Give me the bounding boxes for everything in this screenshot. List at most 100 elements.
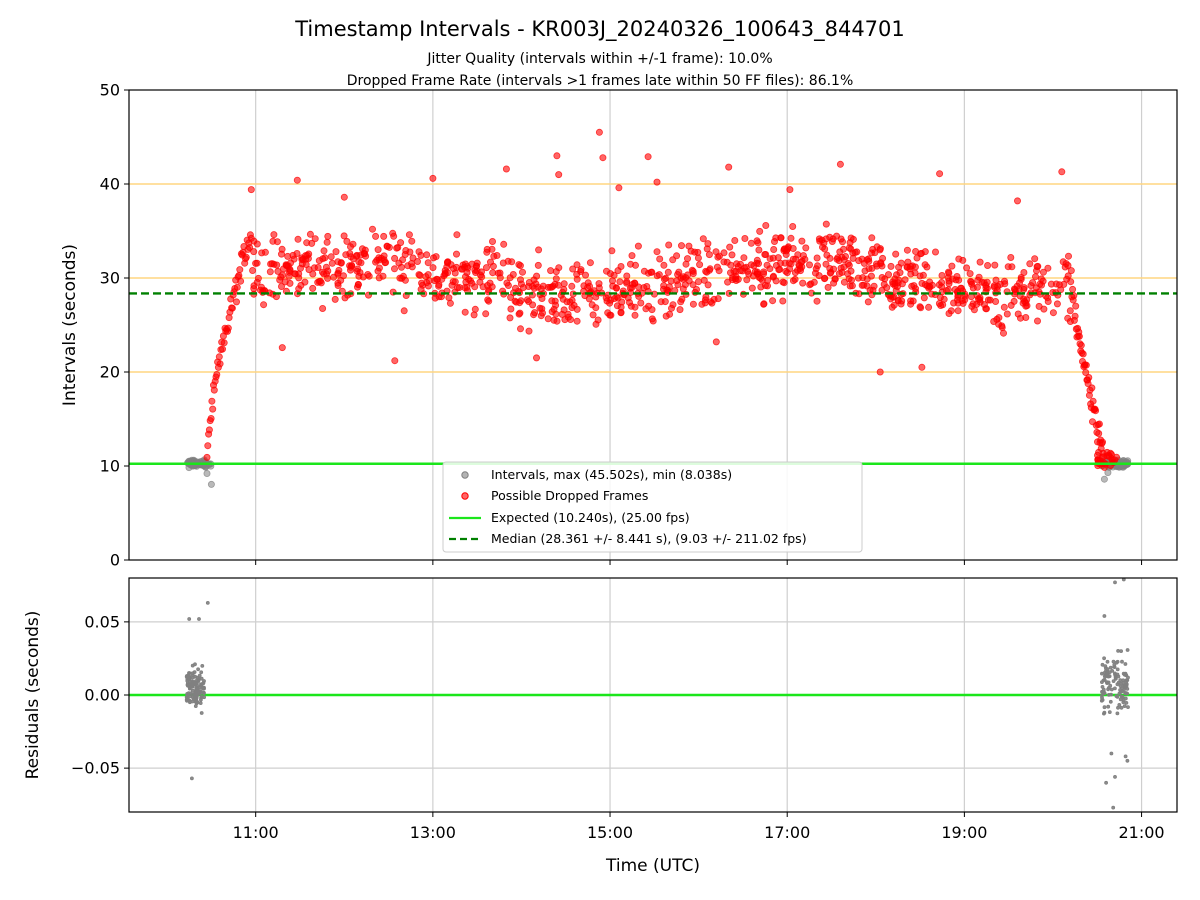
residual-point-1560 <box>1115 711 1120 716</box>
residual-point-1405 <box>190 663 195 668</box>
residual-point-1563 <box>1121 688 1126 692</box>
dropped-point-644 <box>323 238 331 246</box>
dropped-point-1329 <box>595 128 603 136</box>
dropped-point-806 <box>747 261 755 269</box>
residual-point-1545 <box>1100 662 1105 667</box>
dropped-point-1219 <box>702 293 710 301</box>
residual-point-1467 <box>190 699 195 704</box>
dropped-point-563 <box>1026 260 1034 268</box>
dropped-point-1004 <box>445 294 453 302</box>
dropped-point-1159 <box>1020 268 1028 276</box>
residual-point-1568 <box>1123 685 1128 690</box>
dropped-point-1248 <box>419 281 427 289</box>
dropped-point-1228 <box>397 263 405 271</box>
dropped-point-1175 <box>958 297 966 305</box>
dropped-point-384 <box>984 261 992 269</box>
dropped-point-848 <box>314 263 322 271</box>
residual-point-1439 <box>185 683 190 687</box>
dropped-point-987 <box>253 278 261 286</box>
dropped-point-1024 <box>813 297 821 305</box>
dropped-point-622 <box>920 294 928 302</box>
dropped-point-1086 <box>764 282 772 290</box>
dropped-point-857 <box>632 261 640 269</box>
residual-point-1446 <box>194 695 199 699</box>
dropped-point-1108 <box>880 280 888 288</box>
dropped-point-829 <box>983 305 991 313</box>
dropped-point-1013 <box>432 253 440 261</box>
dropped-point-150 <box>208 397 216 405</box>
residual-point-1578 <box>1108 699 1113 704</box>
residual-point-1574 <box>1124 691 1129 696</box>
dropped-point-1344 <box>340 193 348 201</box>
dropped-point-1180 <box>844 270 852 278</box>
dropped-point-1199 <box>1007 301 1015 309</box>
dropped-point-998 <box>1027 282 1035 290</box>
dropped-point-882 <box>678 242 686 250</box>
dropped-point-815 <box>390 265 398 273</box>
residual-point-1551 <box>1107 710 1112 714</box>
residual-point-1576 <box>1109 692 1113 697</box>
dropped-point-1257 <box>1072 302 1080 310</box>
dropped-point-1167 <box>413 257 421 265</box>
dropped-point-390 <box>560 280 568 288</box>
dropped-point-936 <box>506 274 514 282</box>
dropped-point-1143 <box>662 274 670 282</box>
residuals-points <box>184 577 1130 810</box>
dropped-point-628 <box>932 248 940 256</box>
dropped-point-1051 <box>409 254 417 262</box>
dropped-point-218 <box>470 311 478 319</box>
dropped-point-1049 <box>648 315 656 323</box>
dropped-point-773 <box>891 279 899 287</box>
dropped-point-748 <box>748 284 756 292</box>
dropped-point-937 <box>700 276 708 284</box>
dropped-point-1064 <box>757 274 765 282</box>
dropped-point-1117 <box>435 281 443 289</box>
dropped-point-978 <box>334 258 342 266</box>
residual-point-1604 <box>1113 775 1117 779</box>
residual-point-1602 <box>1123 754 1128 759</box>
dropped-point-1144 <box>560 285 568 293</box>
dropped-point-145 <box>204 442 212 450</box>
dropped-point-1229 <box>577 266 585 274</box>
residual-point-1548 <box>1106 704 1111 709</box>
dropped-point-968 <box>678 295 686 303</box>
dropped-point-980 <box>792 255 800 263</box>
residuals-xtick-label-3: 17:00 <box>764 823 810 842</box>
residual-point-1605 <box>1104 780 1108 785</box>
dropped-point-775 <box>867 272 875 280</box>
dropped-point-450 <box>261 248 269 256</box>
dropped-point-1138 <box>737 260 745 268</box>
dropped-point-992 <box>903 263 911 271</box>
dropped-point-1062 <box>1015 285 1023 293</box>
dropped-point-1331 <box>644 153 652 161</box>
dropped-point-229 <box>368 225 376 233</box>
dropped-point-185 <box>237 277 245 285</box>
residual-point-1431 <box>198 684 203 688</box>
dropped-point-1212 <box>485 286 493 294</box>
legend-label-median: Median (28.361 +/- 8.441 s), (9.03 +/- 2… <box>491 531 807 546</box>
dropped-point-1247 <box>812 269 820 277</box>
dropped-point-1118 <box>614 294 622 302</box>
dropped-point-1141 <box>865 255 873 263</box>
dropped-point-1232 <box>713 263 721 271</box>
residual-point-1589 <box>1105 681 1109 685</box>
dropped-point-1097 <box>830 279 838 287</box>
dropped-point-938 <box>623 278 631 286</box>
dropped-point-1206 <box>836 248 844 256</box>
dropped-point-822 <box>959 256 967 264</box>
dropped-point-1250 <box>1067 267 1075 275</box>
dropped-point-1140 <box>696 261 704 269</box>
dropped-point-580 <box>573 261 581 269</box>
dropped-point-144 <box>203 453 211 461</box>
dropped-point-163 <box>218 345 226 353</box>
dropped-point-359 <box>813 254 821 262</box>
dropped-point-909 <box>270 231 278 239</box>
dropped-point-1202 <box>616 278 624 286</box>
dropped-point-713 <box>770 245 778 253</box>
dropped-point-1039 <box>1037 275 1045 283</box>
dropped-point-1216 <box>250 237 258 245</box>
dropped-point-1336 <box>936 170 944 178</box>
dropped-point-1041 <box>274 267 282 275</box>
dropped-point-935 <box>655 271 663 279</box>
residuals-plot: 0.05 0.00 −0.05 11:00 13:00 15:00 17:00 19:00 21… <box>23 577 1178 876</box>
